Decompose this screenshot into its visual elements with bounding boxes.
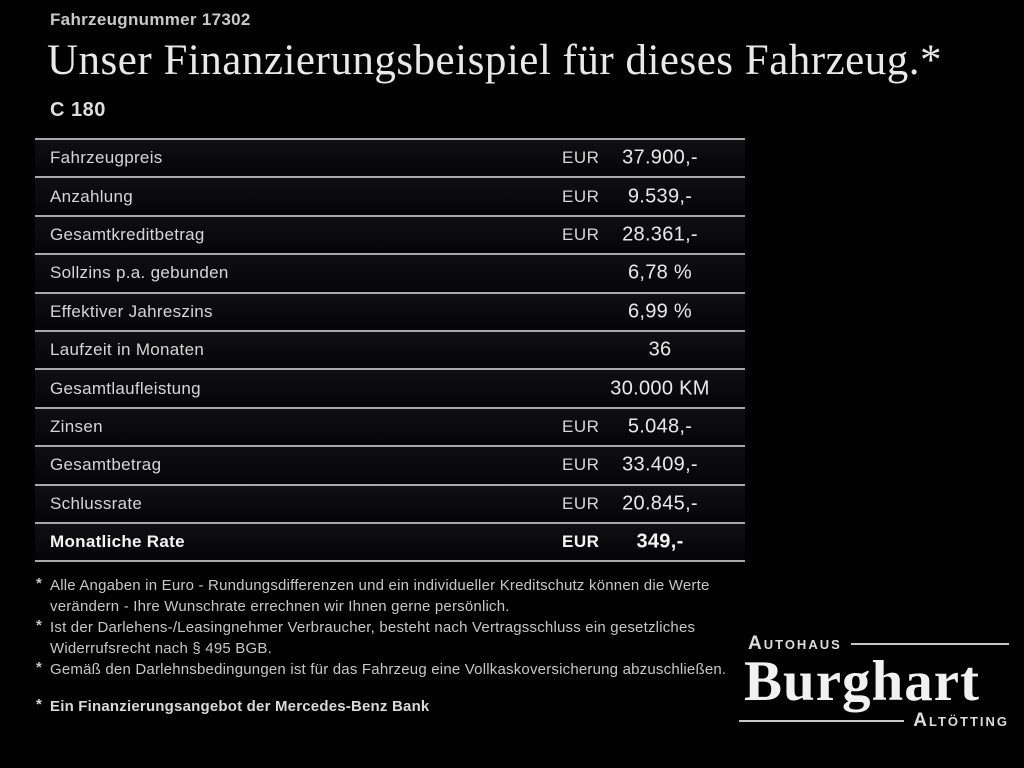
row-currency: EUR <box>562 186 600 206</box>
finance-table: Fahrzeugpreis EUR 37.900,- Anzahlung EUR 9.53… <box>35 138 745 563</box>
table-row: Gesamtlaufleistung 30.000 KM <box>35 368 745 407</box>
logo-bottom-rule <box>739 720 905 722</box>
row-label: Effektiver Jahreszins <box>50 301 213 321</box>
table-row: Sollzins p.a. gebunden 6,78 % <box>35 253 745 292</box>
row-currency: EUR <box>562 416 600 436</box>
logo-autohaus-text: Autohaus <box>748 633 842 654</box>
row-label: Schlussrate <box>50 493 143 513</box>
vehicle-model: C 180 <box>50 99 106 121</box>
logo-top-rule <box>850 643 1009 645</box>
row-label: Fahrzeugpreis <box>50 148 163 168</box>
footnote-text: Alle Angaben in Euro - Rundungsdifferenz… <box>50 577 710 615</box>
asterisk-marker: * <box>36 575 43 592</box>
page-title: Unser Finanzierungsbeispiel für dieses F… <box>47 37 943 84</box>
table-row: Anzahlung EUR 9.539,- <box>35 176 745 215</box>
table-row: Gesamtkreditbetrag EUR 28.361,- <box>35 214 745 254</box>
row-label: Gesamtlaufleistung <box>50 378 201 398</box>
table-row: Monatliche Rate EUR 349,- <box>35 521 745 561</box>
row-value: 37.900,- <box>622 146 698 169</box>
table-row: Zinsen EUR 5.048,- <box>35 406 745 446</box>
row-label: Gesamtbetrag <box>50 455 162 475</box>
row-currency: EUR <box>562 224 600 244</box>
row-value: 33.409,- <box>622 453 698 476</box>
table-row: Schlussrate EUR 20.845,- <box>35 483 745 522</box>
row-value: 349,- <box>636 530 684 553</box>
footnote-text: Ist der Darlehens-/Leasingnehmer Verbrau… <box>50 619 696 657</box>
table-row: Gesamtbetrag EUR 33.409,- <box>35 445 745 484</box>
row-value: 6,78 % <box>627 261 693 284</box>
footnote-list: * Alle Angaben in Euro - Rundungsdifferen… <box>36 575 752 680</box>
asterisk-marker: * <box>36 659 43 676</box>
row-currency: EUR <box>562 455 600 475</box>
row-currency: EUR <box>562 532 600 552</box>
row-label: Gesamtkreditbetrag <box>50 224 205 244</box>
logo-bottom-row: Altötting <box>739 710 1009 731</box>
table-row: Laufzeit in Monaten 36 <box>35 329 745 369</box>
logo-city-text: Altötting <box>913 710 1009 731</box>
row-label: Sollzins p.a. gebunden <box>50 263 229 283</box>
bank-note: * Ein Finanzierungsangebot der Mercedes-B… <box>36 696 752 717</box>
bank-note-text: Ein Finanzierungsangebot der Mercedes-Be… <box>50 698 430 715</box>
row-currency: EUR <box>562 148 600 168</box>
logo-dealer-name: Burghart <box>744 650 980 713</box>
row-label: Monatliche Rate <box>50 532 185 552</box>
row-value: 28.361,- <box>622 223 698 246</box>
footnote-item: * Gemäß den Darlehnsbedingungen ist für d… <box>36 659 752 680</box>
row-label: Zinsen <box>50 416 103 436</box>
dealer-logo: Autohaus Burghart Altötting <box>739 633 1009 731</box>
row-value: 30.000 KM <box>610 377 710 400</box>
footnote-item: * Alle Angaben in Euro - Rundungsdifferen… <box>36 575 752 617</box>
table-row: Effektiver Jahreszins 6,99 % <box>35 291 745 330</box>
footnotes: * Alle Angaben in Euro - Rundungsdifferen… <box>36 575 752 717</box>
table-row: Fahrzeugpreis EUR 37.900,- <box>35 138 745 177</box>
asterisk-marker: * <box>36 696 43 713</box>
row-label: Anzahlung <box>50 186 134 206</box>
asterisk-marker: * <box>36 617 43 634</box>
row-currency: EUR <box>562 493 600 513</box>
row-value: 20.845,- <box>622 492 698 515</box>
footnote-item: * Ist der Darlehens-/Leasingnehmer Verbra… <box>36 617 752 659</box>
vehicle-number: Fahrzeugnummer 17302 <box>50 10 251 29</box>
row-value: 5.048,- <box>627 415 693 438</box>
row-value: 36 <box>648 338 672 361</box>
row-value: 6,99 % <box>627 300 693 323</box>
row-value: 9.539,- <box>627 185 693 208</box>
footnote-text: Gemäß den Darlehnsbedingungen ist für da… <box>50 661 727 678</box>
logo-top-row: Autohaus <box>739 633 1009 654</box>
row-label: Laufzeit in Monaten <box>50 340 205 360</box>
